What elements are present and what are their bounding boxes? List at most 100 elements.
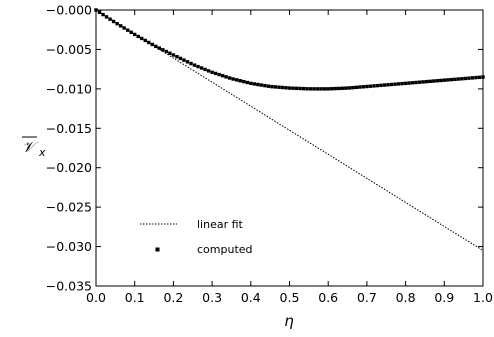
computed-point	[164, 49, 169, 54]
computed-point	[337, 86, 341, 91]
computed-point	[249, 81, 253, 86]
computed-point	[463, 76, 468, 81]
computed-point	[270, 84, 274, 89]
x-tick-label: 0.6	[318, 290, 338, 305]
y-axis-label-symbol: 𝒱	[22, 138, 39, 156]
computed-point	[326, 87, 330, 91]
computed-point	[280, 85, 285, 90]
computed-point	[111, 19, 116, 24]
computed-point	[171, 53, 176, 57]
computed-point	[140, 36, 144, 41]
computed-point	[118, 24, 123, 28]
computed-point	[150, 42, 154, 47]
x-tick-label: 0.2	[163, 290, 183, 305]
y-axis-ticks: −0.000 −0.005 −0.010 −0.015 −0.020 −0.025 −0.0…	[46, 3, 483, 294]
computed-point	[368, 84, 373, 88]
computed-point	[474, 75, 478, 80]
computed-point	[322, 87, 327, 91]
computed-point	[238, 79, 242, 83]
computed-point	[263, 83, 267, 88]
computed-point	[97, 10, 102, 14]
computed-point	[122, 26, 126, 30]
computed-point	[94, 8, 98, 12]
computed-point	[417, 80, 422, 84]
computed-point	[143, 38, 147, 43]
computed-point	[242, 79, 246, 84]
computed-point	[185, 60, 190, 64]
computed-point	[235, 78, 239, 82]
computed-point	[301, 86, 306, 91]
computed-point	[133, 32, 137, 37]
computed-point	[157, 46, 162, 50]
computed-point	[182, 58, 186, 62]
computed-point	[410, 81, 415, 85]
x-tick-label: 0.7	[357, 290, 377, 305]
computed-point	[428, 79, 432, 84]
y-tick-label: −0.005	[46, 42, 92, 57]
computed-point	[252, 82, 257, 86]
computed-point	[213, 71, 218, 76]
computed-point	[456, 77, 461, 81]
computed-point	[266, 84, 271, 88]
x-axis-label: η	[284, 312, 294, 330]
computed-point	[206, 69, 211, 73]
computed-point	[400, 81, 404, 86]
computed-point	[220, 74, 225, 78]
y-tick-label: −0.010	[46, 81, 92, 96]
computed-point	[344, 86, 348, 90]
computed-point	[460, 77, 464, 81]
computed-point	[224, 75, 228, 79]
computed-point	[319, 87, 323, 91]
legend-label-computed: computed	[197, 243, 253, 256]
y-axis-label: 𝒱 x	[22, 136, 46, 159]
x-axis-ticks: 0.0 0.1 0.2 0.3 0.4 0.5 0.6 0.7 0.8 0.9 1.0	[86, 10, 493, 305]
y-tick-label: −0.015	[46, 121, 92, 136]
x-tick-label: 0.0	[86, 290, 106, 305]
computed-point	[196, 64, 200, 69]
computed-point	[382, 83, 387, 87]
legend-label-linear-fit: linear fit	[197, 218, 244, 231]
computed-point	[442, 78, 446, 82]
computed-point	[189, 61, 193, 66]
computed-point	[365, 84, 369, 89]
computed-point	[199, 66, 204, 70]
computed-point	[315, 87, 320, 91]
computed-point	[449, 77, 454, 82]
x-tick-label: 0.5	[280, 290, 300, 305]
computed-point	[435, 79, 439, 83]
legend-marker-computed	[155, 247, 160, 252]
computed-point	[389, 82, 394, 87]
computed-point	[467, 76, 471, 80]
x-tick-label: 0.8	[396, 290, 416, 305]
y-tick-label: −0.035	[46, 279, 92, 294]
computed-point	[101, 12, 105, 17]
computed-point	[129, 30, 133, 34]
computed-point	[379, 83, 383, 88]
legend: linear fit computed	[140, 218, 253, 256]
x-tick-label: 1.0	[473, 290, 493, 305]
computed-point	[175, 54, 179, 59]
computed-point	[375, 83, 380, 88]
computed-point	[330, 87, 334, 91]
x-tick-label: 0.1	[125, 290, 145, 305]
computed-point	[312, 87, 316, 91]
computed-point	[108, 17, 112, 21]
computed-point	[432, 79, 436, 83]
computed-point	[294, 86, 299, 91]
computed-point	[393, 82, 397, 86]
computed-point	[358, 85, 362, 89]
computed-point	[161, 48, 165, 52]
computed-point	[287, 86, 292, 90]
series-layer	[94, 8, 485, 251]
computed-point	[125, 28, 130, 32]
computed-point	[115, 21, 119, 26]
computed-point	[386, 83, 390, 87]
computed-point	[425, 79, 429, 84]
computed-point	[203, 67, 207, 72]
computed-point	[403, 81, 408, 86]
computed-point	[147, 40, 151, 45]
computed-point	[168, 51, 172, 55]
y-tick-label: −0.020	[46, 160, 92, 175]
y-tick-label: −0.030	[46, 239, 92, 254]
